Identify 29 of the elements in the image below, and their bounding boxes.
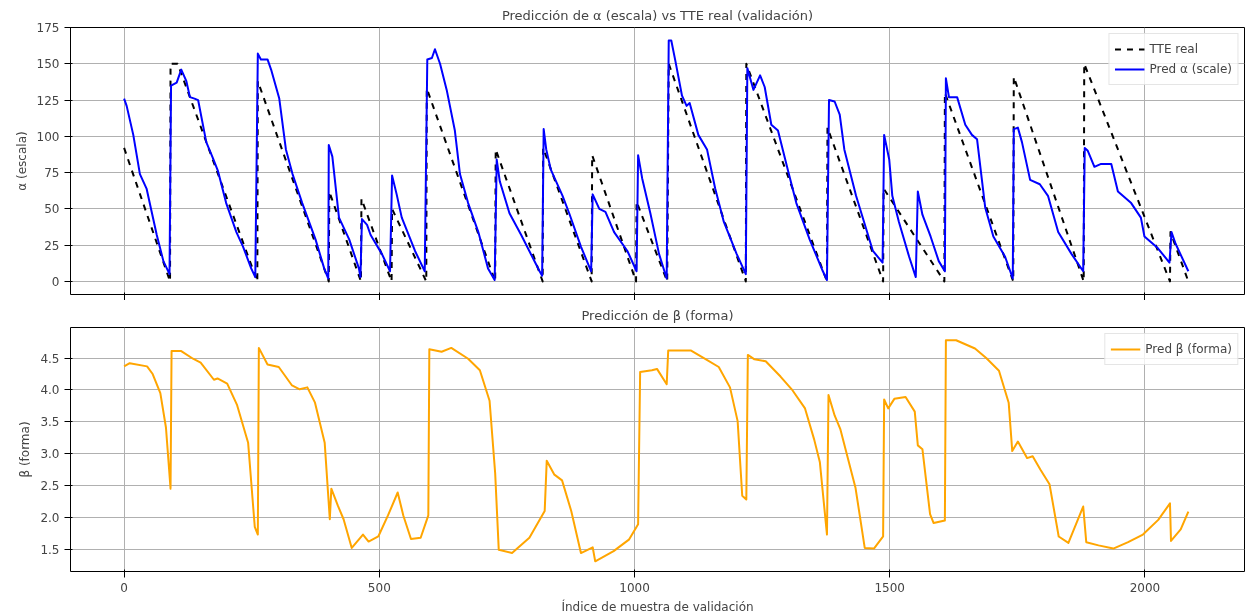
y-tick-label: 4.0 — [40, 383, 60, 398]
y-axis-title: α (escala) — [14, 131, 29, 191]
legend-label: Pred α (scale) — [1149, 62, 1232, 76]
x-tick-label: 500 — [367, 580, 391, 595]
y-tick-label: 0 — [51, 274, 60, 289]
y-tick-label: 25 — [44, 238, 60, 253]
x-tick-label: 0 — [120, 580, 128, 595]
y-axis-title: β (forma) — [18, 421, 33, 478]
y-tick-label: 125 — [36, 93, 60, 108]
x-tick-label: 1000 — [619, 580, 650, 595]
y-tick-label: 1.5 — [40, 542, 60, 557]
legend-label: Pred β (forma) — [1145, 342, 1232, 356]
y-tick-label: 100 — [36, 129, 60, 144]
y-tick-label: 2.5 — [40, 478, 60, 493]
y-tick-label: 75 — [44, 166, 60, 181]
chart-title: Predicción de β (forma) — [581, 307, 734, 323]
y-tick-label: 2.0 — [40, 510, 60, 525]
y-tick-label: 50 — [44, 202, 60, 217]
x-axis-title: Índice de muestra de validación — [561, 598, 754, 614]
line-series — [123, 339, 1190, 563]
y-tick-label: 175 — [36, 21, 60, 35]
x-tick-label: 1500 — [874, 580, 906, 595]
y-tick-label: 4.5 — [40, 351, 60, 366]
legend-label: TTE real — [1149, 42, 1199, 56]
y-tick-label: 150 — [36, 57, 60, 72]
y-tick-label: 3.5 — [40, 415, 60, 430]
chart-title: Predicción de α (escala) vs TTE real (validación) — [501, 7, 814, 23]
y-tick-label: 3.0 — [40, 447, 60, 462]
x-tick-label: 2000 — [1129, 580, 1161, 595]
